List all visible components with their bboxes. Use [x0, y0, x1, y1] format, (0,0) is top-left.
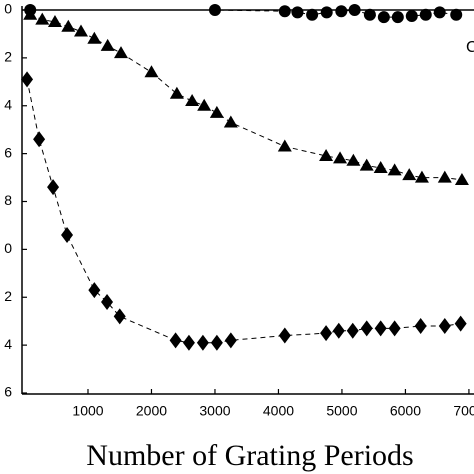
- triangle-marker: [223, 115, 238, 128]
- triangle-marker: [74, 24, 89, 37]
- diamond-marker: [88, 282, 101, 299]
- triangle-marker: [100, 38, 115, 51]
- y-tick-label: 0: [4, 1, 12, 17]
- diamond-marker: [33, 131, 46, 148]
- triangle-marker: [346, 153, 361, 166]
- circle-marker: [391, 11, 404, 24]
- y-tick-label: 6: [4, 384, 12, 400]
- x-tick-label: 3000: [199, 403, 230, 419]
- diamond-marker: [47, 179, 60, 196]
- triangle-marker: [373, 160, 388, 173]
- circle-marker: [450, 8, 463, 21]
- diamond-marker: [278, 327, 291, 344]
- diamond-marker: [61, 227, 74, 244]
- triangle-marker: [402, 168, 417, 181]
- x-tick-label: 1000: [72, 403, 103, 419]
- y-tick-label: 8: [4, 192, 12, 208]
- diamond-marker: [210, 334, 223, 351]
- circle-marker: [348, 4, 361, 16]
- triangle-marker: [23, 7, 38, 20]
- triangle-marker: [114, 46, 129, 59]
- circle-marker: [278, 5, 291, 18]
- triangle-marker: [277, 139, 292, 152]
- circle-marker: [306, 8, 319, 21]
- triangle-marker: [414, 170, 429, 183]
- circle-marker: [433, 6, 446, 19]
- triangle-marker: [209, 105, 224, 118]
- y-tick-label: 4: [4, 336, 12, 352]
- x-axis-label: Number of Grating Periods: [86, 439, 413, 472]
- annotation: C: [466, 39, 474, 56]
- diamond-marker: [196, 334, 209, 351]
- triangle-marker: [333, 151, 348, 164]
- circle-marker: [419, 8, 432, 21]
- triangle-marker: [35, 12, 50, 25]
- x-tick-label: 2000: [136, 403, 167, 419]
- diamond-marker: [454, 315, 467, 332]
- y-tick-label: 4: [4, 96, 12, 112]
- triangle-marker: [87, 31, 102, 44]
- diamond-marker: [113, 308, 126, 325]
- triangle-marker: [185, 93, 200, 106]
- triangle-marker: [437, 170, 452, 183]
- x-tick-label: 6000: [390, 403, 421, 419]
- triangle-marker: [197, 98, 212, 111]
- triangle-marker: [144, 65, 159, 78]
- diamond-marker: [224, 332, 237, 349]
- diamond-marker: [21, 71, 34, 88]
- diamond-marker: [360, 320, 373, 337]
- series-line: [26, 79, 461, 344]
- diamond-marker: [101, 294, 114, 311]
- y-tick-label: 0: [4, 240, 12, 256]
- diamond-marker: [332, 322, 345, 339]
- circle-marker: [377, 11, 390, 24]
- y-tick-label: 6: [4, 144, 12, 160]
- diamond-marker: [182, 334, 195, 351]
- x-tick-label: 5000: [326, 403, 357, 419]
- triangle-marker: [319, 149, 334, 162]
- diamond-marker: [346, 322, 359, 339]
- diamond-marker: [374, 320, 387, 337]
- circle-marker: [208, 4, 221, 16]
- y-tick-label: 2: [4, 288, 12, 304]
- circle-marker: [363, 8, 376, 21]
- circle-marker: [291, 6, 304, 19]
- x-tick-label: 4000: [263, 403, 294, 419]
- triangle-marker: [387, 163, 402, 176]
- triangle-marker: [61, 19, 76, 32]
- diamond-marker: [320, 325, 333, 342]
- x-tick-label: 7000: [453, 403, 474, 419]
- triangle-marker: [359, 158, 374, 171]
- triangle-marker: [47, 14, 62, 27]
- diamond-marker: [414, 317, 427, 334]
- diamond-marker: [169, 332, 182, 349]
- diamond-marker: [388, 320, 401, 337]
- y-tick-label: 2: [4, 49, 12, 65]
- circle-marker: [335, 5, 348, 18]
- circle-marker: [320, 6, 333, 19]
- triangle-marker: [454, 172, 469, 185]
- circle-marker: [405, 9, 418, 22]
- diamond-marker: [438, 317, 451, 334]
- triangle-marker: [169, 86, 184, 99]
